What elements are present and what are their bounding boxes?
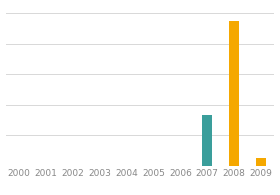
Bar: [202, 115, 212, 166]
Bar: [229, 21, 239, 166]
Bar: [256, 158, 266, 166]
